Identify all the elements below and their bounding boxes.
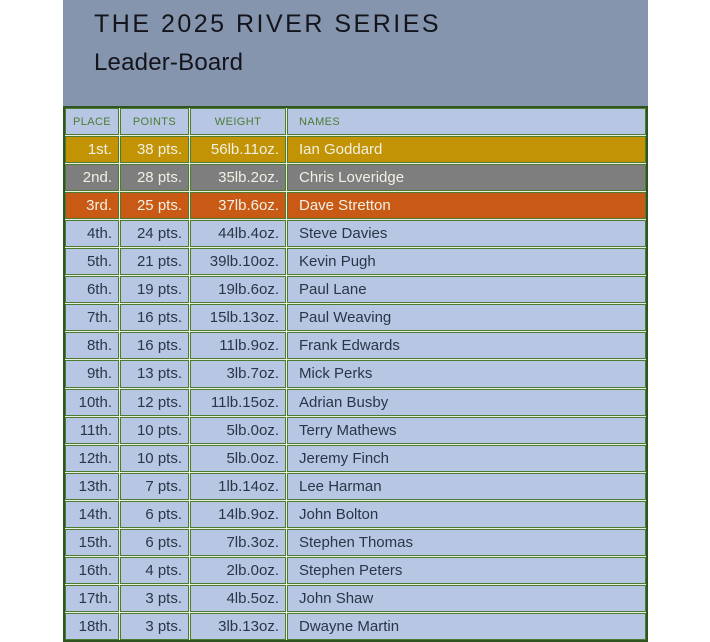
cell-weight: 5lb.0oz.	[190, 444, 286, 472]
cell-place: 15th.	[65, 528, 119, 556]
cell-place: 2nd.	[65, 164, 119, 192]
cell-points: 10 pts.	[120, 444, 189, 472]
cell-place: 10th.	[65, 388, 119, 416]
cell-weight: 11lb.15oz.	[190, 388, 286, 416]
cell-place: 16th.	[65, 556, 119, 584]
cell-name: John Bolton	[287, 500, 646, 528]
cell-points: 16 pts.	[120, 332, 189, 360]
cell-points: 3 pts.	[120, 584, 189, 612]
cell-weight: 3lb.13oz.	[190, 612, 286, 640]
cell-points: 24 pts.	[120, 220, 189, 248]
cell-place: 18th.	[65, 612, 119, 640]
cell-name: Paul Weaving	[287, 304, 646, 332]
cell-weight: 56lb.11oz.	[190, 136, 286, 164]
cell-name: Dave Stretton	[287, 192, 646, 220]
column-header-place: PLACE	[65, 108, 119, 136]
cell-points: 13 pts.	[120, 360, 189, 388]
cell-points: 6 pts.	[120, 528, 189, 556]
column-header-names: NAMES	[287, 108, 646, 136]
cell-name: Paul Lane	[287, 276, 646, 304]
cell-weight: 35lb.2oz.	[190, 164, 286, 192]
cell-weight: 3lb.7oz.	[190, 360, 286, 388]
cell-place: 7th.	[65, 304, 119, 332]
cell-weight: 14lb.9oz.	[190, 500, 286, 528]
cell-weight: 7lb.3oz.	[190, 528, 286, 556]
cell-points: 7 pts.	[120, 472, 189, 500]
cell-points: 28 pts.	[120, 164, 189, 192]
cell-weight: 11lb.9oz.	[190, 332, 286, 360]
page-subtitle: Leader-Board	[94, 49, 244, 77]
cell-weight: 1lb.14oz.	[190, 472, 286, 500]
cell-name: Adrian Busby	[287, 388, 646, 416]
cell-name: Lee Harman	[287, 472, 646, 500]
cell-weight: 19lb.6oz.	[190, 276, 286, 304]
page-title: THE 2025 RIVER SERIES	[94, 10, 442, 38]
cell-name: Mick Perks	[287, 360, 646, 388]
cell-name: Frank Edwards	[287, 332, 646, 360]
cell-place: 6th.	[65, 276, 119, 304]
cell-points: 16 pts.	[120, 304, 189, 332]
cell-points: 6 pts.	[120, 500, 189, 528]
cell-place: 13th.	[65, 472, 119, 500]
cell-name: Steve Davies	[287, 220, 646, 248]
cell-place: 9th.	[65, 360, 119, 388]
cell-place: 17th.	[65, 584, 119, 612]
cell-place: 14th.	[65, 500, 119, 528]
cell-points: 3 pts.	[120, 612, 189, 640]
cell-points: 38 pts.	[120, 136, 189, 164]
cell-name: Ian Goddard	[287, 136, 646, 164]
cell-name: Stephen Peters	[287, 556, 646, 584]
cell-weight: 44lb.4oz.	[190, 220, 286, 248]
cell-points: 4 pts.	[120, 556, 189, 584]
cell-weight: 5lb.0oz.	[190, 416, 286, 444]
leaderboard-table: PLACE POINTS WEIGHT NAMES 1st. 38 pts. 5…	[63, 106, 648, 642]
cell-weight: 4lb.5oz.	[190, 584, 286, 612]
cell-points: 25 pts.	[120, 192, 189, 220]
cell-weight: 2lb.0oz.	[190, 556, 286, 584]
cell-place: 4th.	[65, 220, 119, 248]
cell-place: 11th.	[65, 416, 119, 444]
cell-name: Jeremy Finch	[287, 444, 646, 472]
cell-name: Stephen Thomas	[287, 528, 646, 556]
header-panel: THE 2025 RIVER SERIES Leader-Board	[63, 0, 648, 106]
cell-place: 3rd.	[65, 192, 119, 220]
cell-weight: 37lb.6oz.	[190, 192, 286, 220]
cell-weight: 39lb.10oz.	[190, 248, 286, 276]
cell-points: 19 pts.	[120, 276, 189, 304]
cell-points: 10 pts.	[120, 416, 189, 444]
cell-name: John Shaw	[287, 584, 646, 612]
cell-place: 8th.	[65, 332, 119, 360]
cell-place: 5th.	[65, 248, 119, 276]
column-header-points: POINTS	[120, 108, 189, 136]
column-header-weight: WEIGHT	[190, 108, 286, 136]
cell-points: 12 pts.	[120, 388, 189, 416]
cell-name: Terry Mathews	[287, 416, 646, 444]
cell-place: 12th.	[65, 444, 119, 472]
cell-weight: 15lb.13oz.	[190, 304, 286, 332]
cell-name: Kevin Pugh	[287, 248, 646, 276]
cell-points: 21 pts.	[120, 248, 189, 276]
cell-name: Dwayne Martin	[287, 612, 646, 640]
cell-name: Chris Loveridge	[287, 164, 646, 192]
cell-place: 1st.	[65, 136, 119, 164]
